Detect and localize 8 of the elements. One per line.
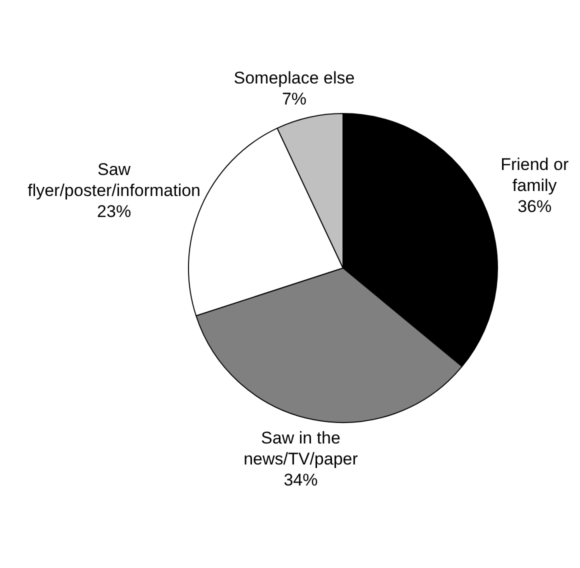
data-label: 7% [280, 88, 308, 110]
slice-label: Saw in the news/TV/paper [242, 428, 359, 470]
slice-label: Saw flyer/poster/information [28, 159, 200, 202]
data-label: 34% [282, 470, 319, 491]
data-label: 23% [96, 201, 132, 222]
slice-label: Someplace else [234, 67, 355, 88]
data-label: 36% [516, 196, 553, 217]
slice-label: Friend or family [500, 154, 570, 196]
